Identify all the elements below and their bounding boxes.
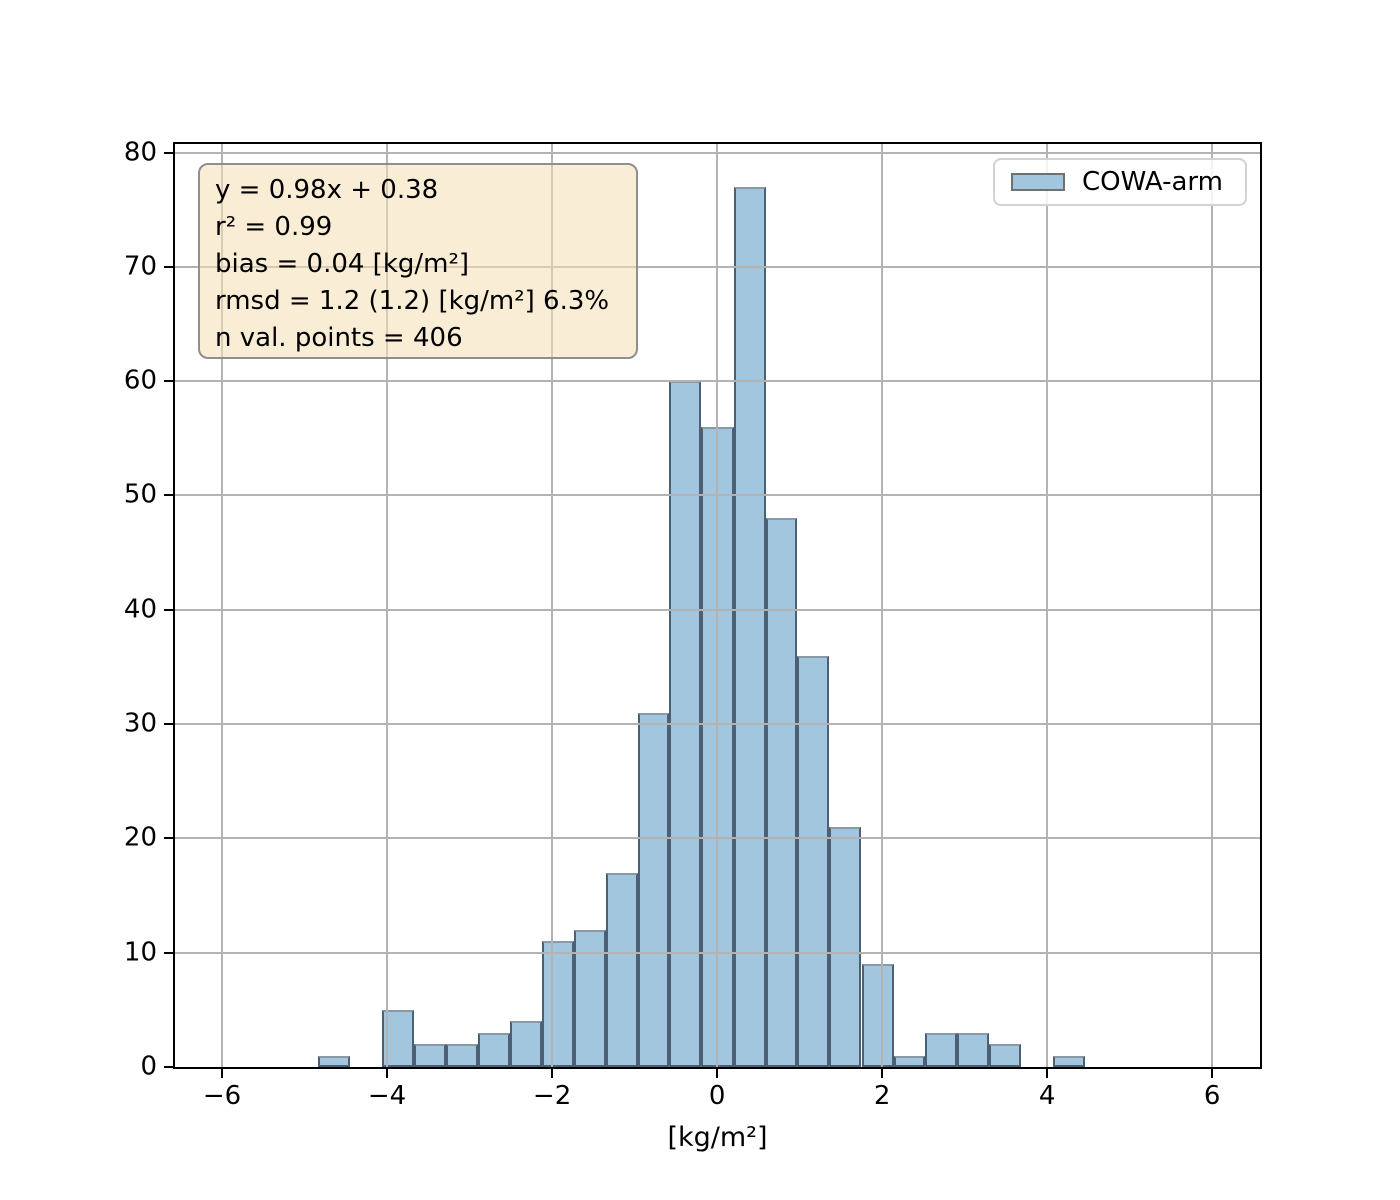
- histogram-bar: [510, 1021, 543, 1067]
- histogram-bar: [893, 1055, 926, 1067]
- annotation-line-fit: y = 0.98x + 0.38: [215, 175, 439, 205]
- histogram-bar: [989, 1044, 1021, 1067]
- x-tick-label: −2: [532, 1081, 572, 1111]
- histogram-bar: [829, 826, 862, 1067]
- histogram-bar: [445, 1044, 478, 1067]
- y-tick: [164, 1066, 173, 1068]
- y-tick: [164, 723, 173, 725]
- annotation-line-r2: r² = 0.99: [215, 212, 333, 242]
- x-tick-label: 4: [1038, 1081, 1056, 1111]
- x-tick-label: 2: [873, 1081, 891, 1111]
- y-tick-label: 80: [123, 137, 157, 168]
- histogram-bar: [733, 186, 766, 1067]
- legend-label: COWA-arm: [1082, 167, 1223, 197]
- grid-line-vertical: [881, 144, 884, 1067]
- histogram-bar: [414, 1044, 446, 1067]
- y-tick-label: 20: [123, 823, 157, 854]
- histogram-bar: [542, 941, 574, 1067]
- grid-line-vertical: [716, 144, 719, 1067]
- axis-ticks-layer: −6 −4 −2 0 2 4 6 0 10 20 30 40 50 60 70 80: [124, 138, 1260, 1110]
- x-tick: [386, 1069, 388, 1078]
- grid-line-horizontal: [175, 151, 1260, 154]
- grid-line-horizontal: [175, 380, 1260, 383]
- y-tick-label: 60: [123, 365, 157, 396]
- x-tick-label: −6: [202, 1081, 242, 1111]
- histogram-bar: [925, 1032, 958, 1067]
- x-axis-label: [kg/m²]: [667, 1122, 768, 1153]
- x-tick-label: −4: [367, 1081, 407, 1111]
- annotation-line-n-points: n val. points = 406: [215, 323, 463, 353]
- histogram-bar: [477, 1032, 510, 1067]
- legend-swatch-icon: [1011, 173, 1065, 191]
- grid-line-horizontal: [175, 837, 1260, 840]
- x-tick: [1046, 1069, 1049, 1078]
- histogram-bar: [637, 712, 670, 1067]
- grid-line-horizontal: [175, 494, 1260, 497]
- y-tick: [164, 837, 173, 840]
- stats-annotation-box: y = 0.98x + 0.38 r² = 0.99 bias = 0.04 […: [198, 163, 638, 359]
- grid-line-vertical: [551, 144, 554, 1067]
- x-tick-label: 6: [1203, 1081, 1221, 1111]
- annotation-line-rmsd: rmsd = 1.2 (1.2) [kg/m²] 6.3%: [215, 286, 610, 316]
- y-tick: [164, 265, 173, 268]
- histogram-bar: [317, 1055, 350, 1067]
- grid-layer: [175, 144, 1260, 1067]
- y-tick: [164, 380, 173, 383]
- plot-area: −6 −4 −2 0 2 4 6 0 10 20 30 40 50 60 70 80 y = 0.98x + …: [124, 138, 1262, 1110]
- x-tick: [881, 1069, 884, 1078]
- annotation-line-bias: bias = 0.04 [kg/m²]: [215, 249, 470, 279]
- grid-line-horizontal: [175, 265, 1260, 268]
- histogram-bar: [605, 872, 638, 1067]
- y-tick-label: 40: [123, 594, 157, 625]
- y-tick: [164, 951, 173, 954]
- y-tick-label: 50: [123, 480, 157, 511]
- histogram-bar: [861, 964, 894, 1067]
- x-tick: [221, 1069, 223, 1078]
- grid-line-vertical: [1211, 144, 1214, 1067]
- grid-line-horizontal: [175, 951, 1260, 954]
- y-tick-label: 70: [123, 251, 157, 282]
- x-tick: [1211, 1069, 1214, 1078]
- y-tick: [164, 608, 173, 611]
- legend: COWA-arm: [993, 158, 1247, 206]
- x-tick: [716, 1069, 719, 1078]
- x-tick: [551, 1069, 554, 1078]
- histogram-bar: [957, 1032, 990, 1067]
- y-tick: [164, 494, 173, 497]
- grid-line-vertical: [221, 144, 223, 1067]
- y-tick-label: 30: [123, 708, 157, 739]
- grid-line-horizontal: [175, 723, 1260, 725]
- grid-line-vertical: [1046, 144, 1049, 1067]
- y-tick-label: 10: [123, 937, 157, 968]
- y-tick-label: 0: [140, 1051, 157, 1082]
- grid-line-horizontal: [175, 608, 1260, 611]
- y-tick: [164, 151, 173, 154]
- grid-line-vertical: [386, 144, 388, 1067]
- x-tick-label: 0: [708, 1081, 726, 1111]
- histogram-bar: [1052, 1055, 1086, 1067]
